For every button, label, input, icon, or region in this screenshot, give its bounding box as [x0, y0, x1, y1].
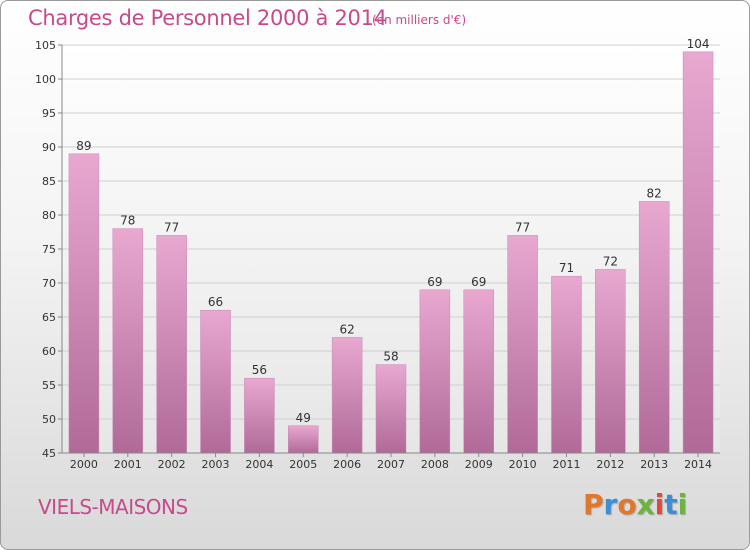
brand-letter: t [664, 488, 678, 521]
brand-logo: Proxiti [583, 488, 687, 521]
y-tick-label: 95 [42, 107, 56, 120]
x-tick-label: 2003 [202, 458, 230, 471]
data-label-2000: 89 [76, 139, 91, 153]
y-tick-label: 60 [42, 345, 56, 358]
data-label-2007: 58 [383, 350, 398, 364]
bar-2014 [682, 51, 714, 454]
brand-letter: i [677, 488, 688, 521]
x-tick-label: 2006 [333, 458, 361, 471]
data-label-2008: 69 [427, 275, 442, 289]
x-tick-label: 2007 [377, 458, 405, 471]
data-labels: 89 78 77 66 56 49 62 58 69 69 77 71 72 82 104 [76, 37, 709, 425]
data-label-2011: 71 [559, 261, 574, 275]
data-label-2014: 104 [687, 37, 710, 51]
x-tick-label: 2013 [640, 458, 668, 471]
bar-2000 [68, 153, 100, 454]
town-name: VIELS-MAISONS [38, 495, 188, 519]
bar-2008 [419, 289, 451, 454]
y-tick-label: 55 [42, 379, 56, 392]
data-label-2009: 69 [471, 275, 486, 289]
y-tick-label: 75 [42, 243, 56, 256]
brand-letter: o [617, 488, 637, 521]
x-tick-label: 2011 [552, 458, 580, 471]
axes: 45 50 55 60 65 70 75 80 85 90 95 100 105 2000 2001 2002… [35, 39, 720, 471]
x-tick-label: 2000 [70, 458, 98, 471]
x-tick-label: 2010 [509, 458, 537, 471]
bar-2002 [156, 235, 187, 454]
bar-2005 [288, 425, 319, 454]
brand-letter: r [603, 488, 618, 521]
y-tick-label: 105 [35, 39, 56, 52]
bar-2012 [595, 269, 626, 454]
x-tick-label: 2014 [684, 458, 712, 471]
data-label-2013: 82 [647, 186, 662, 200]
x-tick-label: 2009 [465, 458, 493, 471]
chart-title: Charges de Personnel 2000 à 2014 [28, 6, 387, 30]
bar-2013 [638, 201, 670, 454]
x-tick-label: 2001 [114, 458, 142, 471]
data-label-2006: 62 [339, 322, 354, 336]
bar-2001 [112, 228, 144, 454]
y-tick-label: 70 [42, 277, 56, 290]
data-label-2005: 49 [296, 411, 311, 425]
brand-letter: x [636, 488, 655, 521]
data-label-2003: 66 [208, 295, 223, 309]
bar-2006 [331, 337, 363, 454]
bars [68, 51, 714, 454]
bar-2004 [244, 377, 275, 454]
x-tick-label: 2002 [158, 458, 186, 471]
y-tick-label: 45 [42, 447, 56, 460]
y-tick-label: 85 [42, 175, 56, 188]
data-label-2001: 78 [120, 214, 135, 228]
bar-2009 [463, 289, 494, 454]
bar-2007 [375, 364, 407, 454]
bar-2003 [200, 309, 231, 454]
y-tick-label: 80 [42, 209, 56, 222]
y-tick-label: 100 [35, 73, 56, 86]
data-label-2004: 56 [252, 363, 267, 377]
bar-2011 [551, 275, 582, 454]
x-tick-label: 2012 [596, 458, 624, 471]
x-tick-label: 2004 [245, 458, 273, 471]
chart-unit: (en milliers d'€) [372, 13, 467, 27]
brand-letter: P [583, 488, 604, 521]
y-tick-label: 65 [42, 311, 56, 324]
data-label-2002: 77 [164, 220, 179, 234]
y-tick-label: 50 [42, 413, 56, 426]
x-tick-label: 2005 [289, 458, 317, 471]
bar-2010 [507, 235, 538, 454]
y-tick-label: 90 [42, 141, 56, 154]
data-label-2012: 72 [603, 254, 618, 268]
x-tick-label: 2008 [421, 458, 449, 471]
brand-letter: i [654, 488, 665, 521]
data-label-2010: 77 [515, 220, 530, 234]
